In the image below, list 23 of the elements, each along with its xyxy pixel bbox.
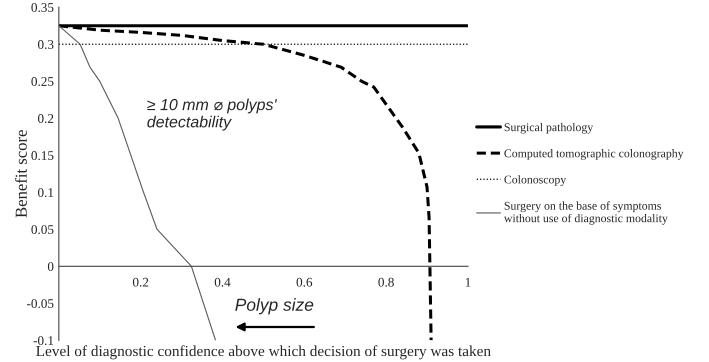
- y-tick-label: -0.1: [34, 336, 54, 346]
- x-axis-title: Level of diagnostic confidence above which decision of surgery was taken: [36, 345, 491, 360]
- y-tick-label: 0.15: [31, 151, 54, 160]
- y-tick-label: 0.3: [38, 40, 54, 50]
- y-tick-label: 0: [48, 262, 54, 271]
- y-axis-title: Benefit score: [14, 130, 27, 218]
- y-tick-label: -0.05: [26, 299, 54, 308]
- x-tick-label: 0.2: [132, 278, 148, 287]
- y-tick-label: 0.35: [31, 3, 54, 12]
- y-tick-label: 0.25: [31, 77, 54, 86]
- legend-label: Computed tomographic colonography: [504, 149, 684, 160]
- x-tick-label: 1: [466, 278, 470, 287]
- y-tick-label: 0.2: [38, 114, 54, 124]
- y-tick-label: 0.05: [31, 225, 54, 234]
- y-tick-label: 0.1: [38, 188, 54, 198]
- annotation: Polyp size: [235, 298, 314, 314]
- x-tick-label: 0.8: [378, 278, 394, 287]
- legend-label: Surgery on the base of symptoms without use of diagnostic modality: [504, 201, 668, 225]
- annotation: ≥ 10 mm ⌀ polyps' detectability: [147, 98, 277, 131]
- x-tick-label: 0.6: [296, 278, 312, 287]
- legend-label: Surgical pathology: [504, 122, 594, 134]
- legend-label: Colonoscopy: [504, 175, 566, 186]
- x-tick-label: 0.4: [214, 278, 231, 287]
